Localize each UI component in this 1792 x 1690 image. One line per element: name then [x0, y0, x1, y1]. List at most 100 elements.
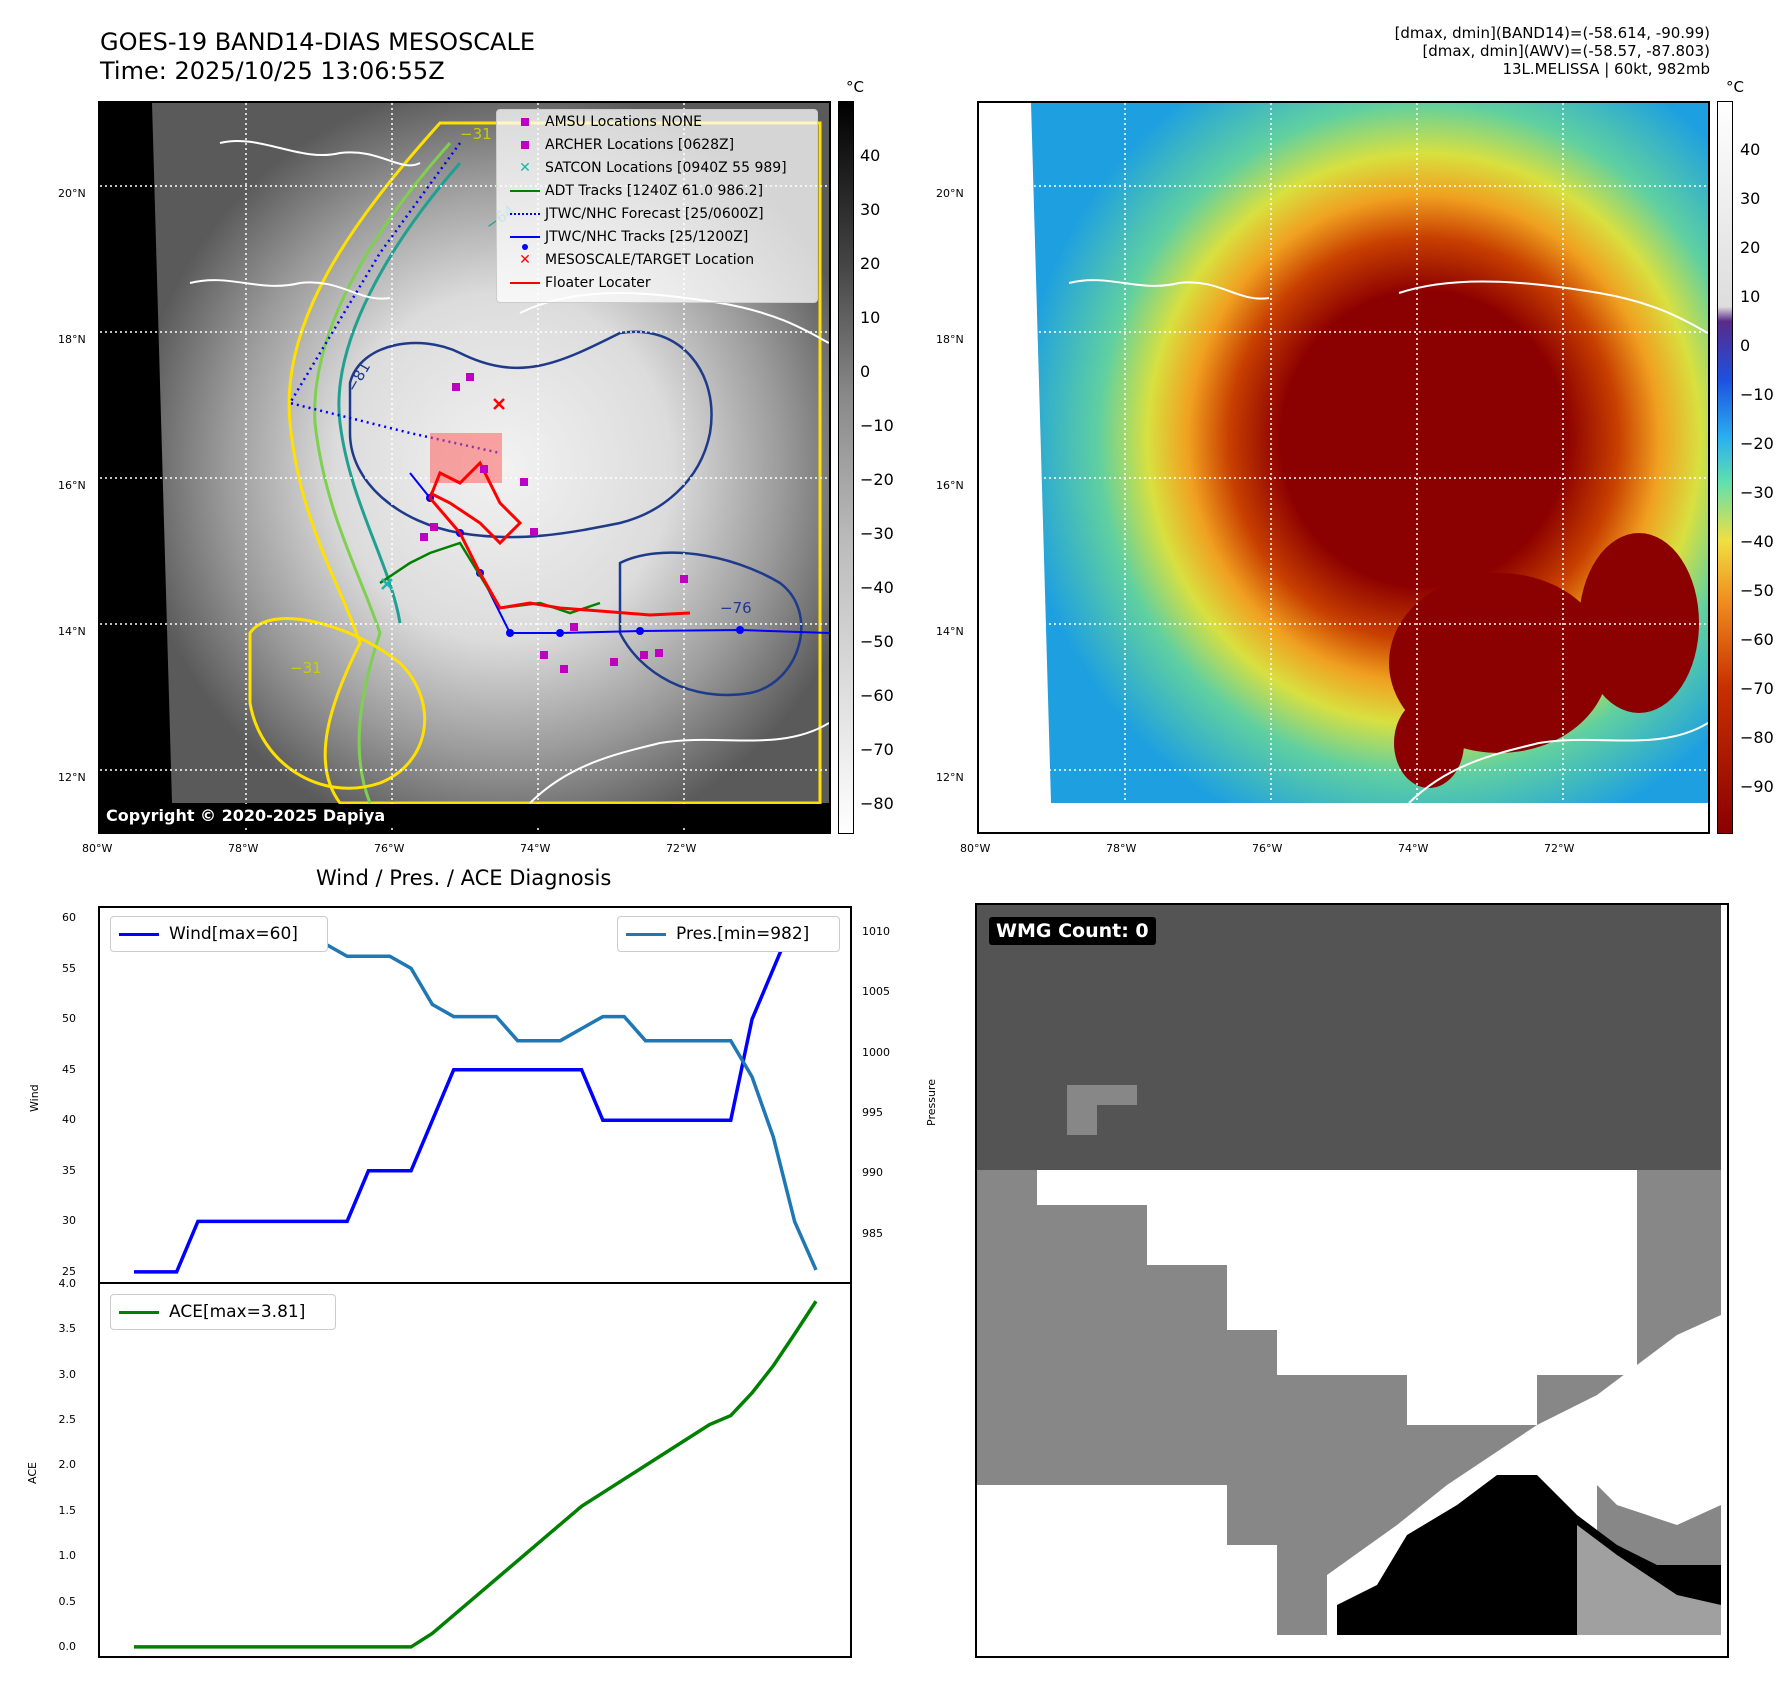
wind-tick-label: 55 [62, 961, 76, 975]
ace-tick-label: 3.0 [58, 1367, 77, 1381]
wind-tick-label: 30 [62, 1214, 76, 1228]
wmg-panel: WMG Count: 0 [975, 903, 1729, 1658]
ace-tick-label: 0.5 [58, 1594, 77, 1608]
colorbar-tick: −50 [1740, 581, 1774, 600]
ace-tick-label: 1.5 [58, 1503, 77, 1517]
legend-label: ADT Tracks [1240Z 61.0 986.2] [545, 182, 764, 199]
lat-label: 16°N [936, 479, 964, 492]
square-marker-icon [505, 140, 545, 149]
colorbar-tick: 0 [1740, 336, 1751, 355]
wind-tick-label: 45 [62, 1062, 76, 1076]
ace-tick-label: 2.0 [58, 1458, 77, 1472]
colorbar-tick: 20 [1740, 238, 1761, 257]
colorbar-tick: −30 [1740, 483, 1774, 502]
pressure-axis-label: Pressure [925, 1079, 938, 1126]
colorbar-tick: −40 [1740, 532, 1774, 551]
legend-label: JTWC/NHC Forecast [25/0600Z] [545, 205, 764, 222]
lon-label: 74°W [1398, 842, 1429, 855]
grayscale-colorbar [838, 101, 854, 834]
wind-tick-label: 60 [62, 911, 76, 925]
colorbar-tick: −50 [860, 632, 894, 651]
line-icon [505, 189, 545, 192]
pressure-tick-label: 1005 [862, 985, 890, 999]
lat-label: 18°N [936, 333, 964, 346]
colorbar-tick: −20 [1740, 434, 1774, 453]
lon-label: 80°W [960, 842, 991, 855]
pressure-tick-label: 1000 [862, 1045, 890, 1059]
ir-grayscale-map: −31 −64 −81 −76 −31 [98, 101, 831, 834]
dotted-line-icon [505, 212, 545, 215]
legend-entry-tracks: JTWC/NHC Tracks [25/1200Z] [497, 225, 817, 250]
colorbar-tick: 0 [860, 362, 871, 381]
colorbar-tick: −60 [1740, 630, 1774, 649]
ace-tick-label: 0.0 [58, 1639, 77, 1653]
legend-entry-satcon: ✕ SATCON Locations [0940Z 55 989] [497, 156, 817, 179]
legend-label: SATCON Locations [0940Z 55 989] [545, 159, 787, 176]
legend-entry-adt: ADT Tracks [1240Z 61.0 986.2] [497, 179, 817, 202]
legend-entry-amsu: AMSU Locations NONE [497, 110, 817, 133]
pressure-legend-label: Pres.[min=982] [676, 924, 810, 944]
legend-entry-floater: Floater Locater [497, 271, 817, 294]
legend-label: ARCHER Locations [0628Z] [545, 136, 735, 153]
colorbar-tick: −80 [1740, 728, 1774, 747]
ace-legend: ACE[max=3.81] [110, 1294, 336, 1330]
colorbar-tick: 30 [1740, 189, 1761, 208]
contour-label: −31 [290, 659, 322, 677]
x-marker-icon: ✕ [519, 159, 531, 176]
colorbar-tick: −30 [860, 524, 894, 543]
ace-chart: ACE[max=3.81] [98, 1282, 852, 1658]
lon-label: 72°W [666, 842, 697, 855]
wmg-count-label: WMG Count: 0 [989, 917, 1156, 945]
x-marker-icon: ✕ [519, 251, 531, 268]
ace-tick-label: 2.5 [58, 1413, 77, 1427]
legend-label: JTWC/NHC Tracks [25/1200Z] [545, 228, 749, 245]
product-time: Time: 2025/10/25 13:06:55Z [100, 57, 445, 85]
colorbar-tick: −70 [1740, 679, 1774, 698]
colorbar-tick: −10 [860, 416, 894, 435]
lat-label: 20°N [936, 187, 964, 200]
ir-color-map-svg [979, 103, 1708, 832]
square-marker-icon [505, 117, 545, 126]
product-title: GOES-19 BAND14-DIAS MESOSCALE [100, 28, 536, 56]
colorbar-tick: −70 [860, 740, 894, 759]
colorbar-tick: −90 [1740, 777, 1774, 796]
lat-label: 14°N [936, 625, 964, 638]
lat-label: 14°N [58, 625, 86, 638]
band14-stat: [dmax, dmin](BAND14)=(-58.614, -90.99) [1394, 24, 1710, 42]
wind-tick-label: 35 [62, 1163, 76, 1177]
awv-stat: [dmax, dmin](AWV)=(-58.57, -87.803) [1422, 42, 1710, 60]
wind-series-line [134, 916, 816, 1274]
lon-label: 80°W [82, 842, 113, 855]
map-legend: AMSU Locations NONE ARCHER Locations [06… [496, 109, 818, 303]
lat-label: 18°N [58, 333, 86, 346]
lon-label: 76°W [374, 842, 405, 855]
colorbar-tick: 40 [1740, 140, 1761, 159]
pressure-tick-label: 985 [862, 1226, 883, 1240]
color-colorbar [1717, 101, 1733, 834]
stats-block: [dmax, dmin](BAND14)=(-58.614, -90.99) [… [1395, 24, 1710, 78]
lat-label: 20°N [58, 187, 86, 200]
ace-plot [134, 1300, 818, 1649]
legend-label: AMSU Locations NONE [545, 113, 703, 130]
ir-color-map [977, 101, 1710, 834]
legend-label: Floater Locater [545, 274, 651, 291]
wind-tick-label: 40 [62, 1113, 76, 1127]
blue-line-icon [119, 932, 159, 936]
lon-label: 72°W [1544, 842, 1575, 855]
lon-label: 76°W [1252, 842, 1283, 855]
legend-entry-forecast: JTWC/NHC Forecast [25/0600Z] [497, 202, 817, 225]
colorbar-tick: −20 [860, 470, 894, 489]
contour-label: −76 [720, 599, 752, 617]
ace-legend-label: ACE[max=3.81] [169, 1302, 306, 1322]
wind-axis-label: Wind [28, 1084, 41, 1112]
wind-tick-label: 25 [62, 1264, 76, 1278]
contour-label: −31 [460, 125, 492, 143]
wind-legend: Wind[max=60] [110, 916, 328, 952]
colorbar-tick: 10 [1740, 287, 1761, 306]
legend-entry-mesoscale: ✕ MESOSCALE/TARGET Location [497, 248, 817, 271]
lon-label: 78°W [1106, 842, 1137, 855]
wind-pressure-plot [134, 916, 818, 1274]
pressure-tick-label: 990 [862, 1166, 883, 1180]
wmg-grid-svg [977, 905, 1727, 1656]
storm-info: 13L.MELISSA | 60kt, 982mb [1502, 60, 1710, 78]
